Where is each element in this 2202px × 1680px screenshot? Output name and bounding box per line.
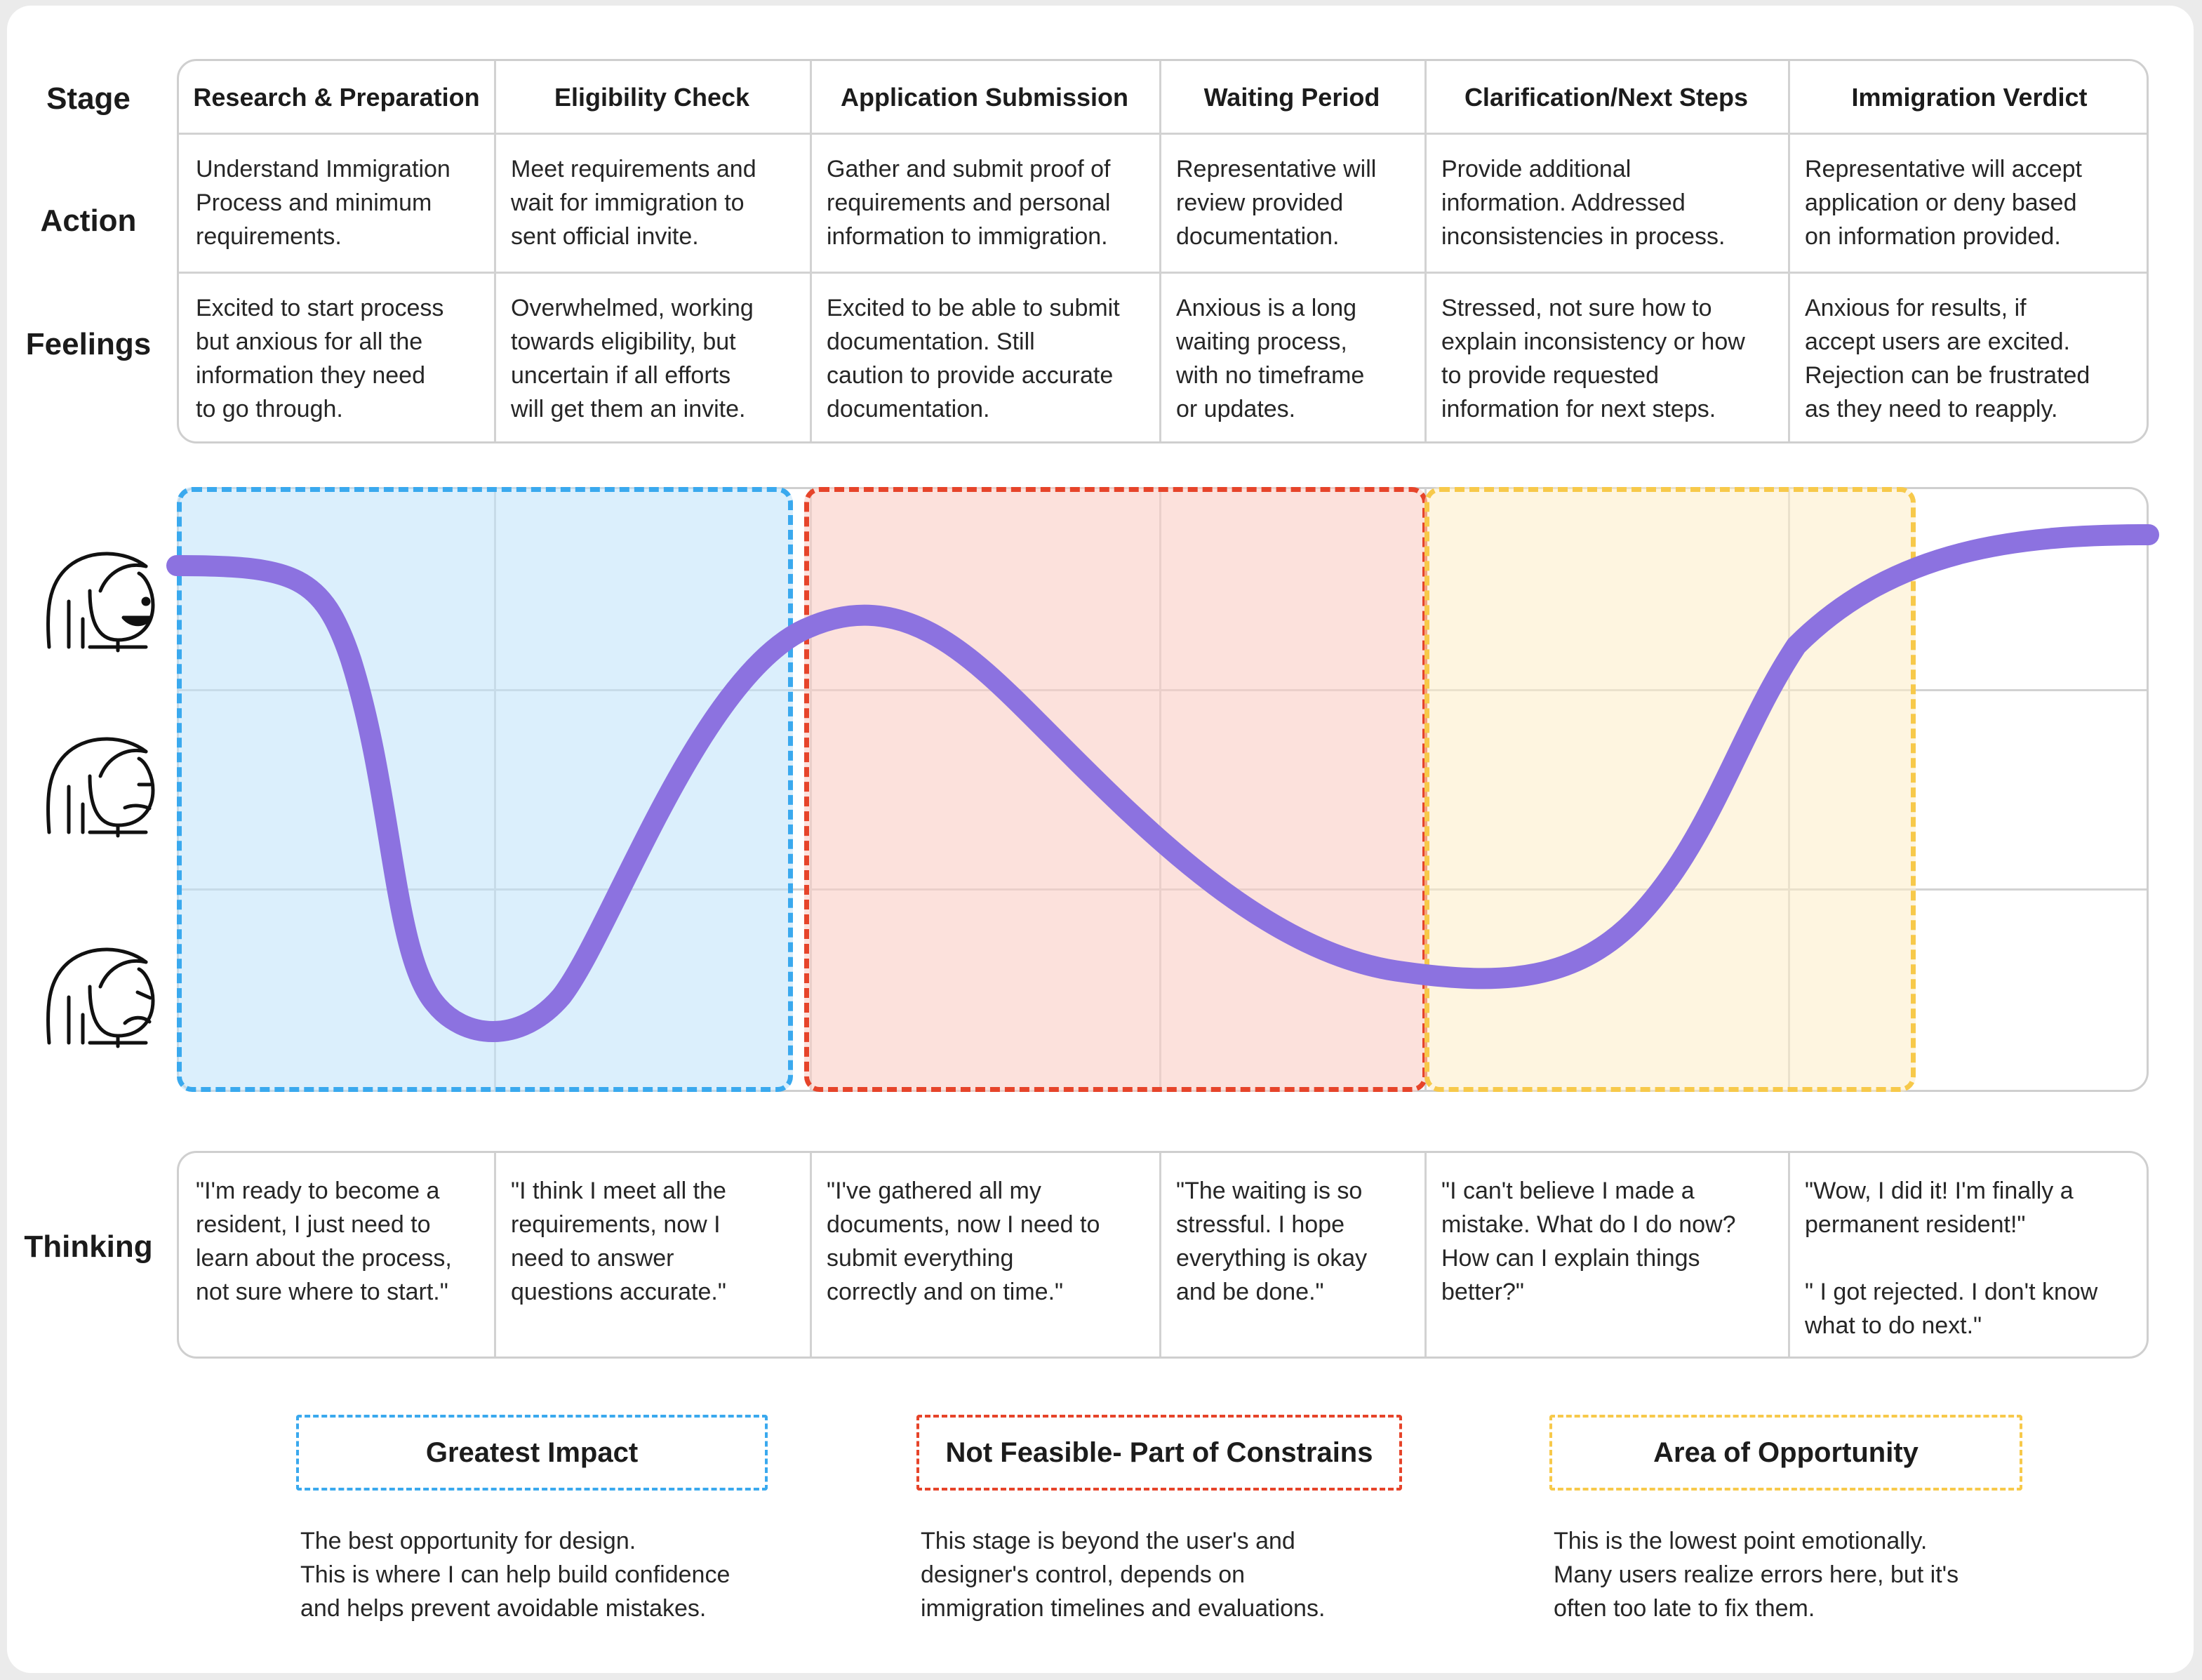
action-cell-waiting: Representative will review provided docu… [1176, 156, 1377, 250]
legend-not-feasible-desc: This stage is beyond the user's and desi… [921, 1528, 1326, 1622]
action-row-label: Action [40, 204, 137, 238]
thinking-cell-verdict: "Wow, I did it! I'm finally a permanent … [1805, 1178, 2098, 1339]
legend-greatest-impact-desc: The best opportunity for design. This is… [300, 1528, 730, 1622]
thinking-cell-clarification: "I can't believe I made a mistake. What … [1441, 1178, 1736, 1305]
feelings-cell-waiting: Anxious is a long waiting process, with … [1176, 295, 1365, 422]
legend-not-feasible: Not Feasible- Part of Constrains [916, 1415, 1402, 1491]
action-cell-application: Gather and submit proof of requirements … [827, 156, 1111, 250]
legend-greatest-impact: Greatest Impact [296, 1415, 768, 1491]
feelings-cell-eligibility: Overwhelmed, working towards eligibility… [511, 295, 754, 422]
feelings-cell-clarification: Stressed, not sure how to explain incons… [1441, 295, 1745, 422]
feelings-cell-application: Excited to be able to submit documentati… [827, 295, 1120, 422]
stage-header-clarification: Clarification/Next Steps [1464, 83, 1749, 112]
action-cell-eligibility: Meet requirements and wait for immigrati… [511, 156, 756, 250]
greatest-impact-zone [177, 487, 793, 1092]
action-cell-verdict: Representative will accept application o… [1805, 156, 2082, 250]
stage-header-application: Application Submission [840, 83, 1129, 112]
feelings-cell-research: Excited to start process but anxious for… [196, 295, 444, 422]
action-cell-clarification: Provide additional information. Addresse… [1441, 156, 1726, 250]
stage-table: Research & Preparation Eligibility Check… [177, 59, 2149, 444]
thinking-cell-application: "I've gathered all my documents, now I n… [827, 1178, 1100, 1305]
thinking-cell-waiting: "The waiting is so stressful. I hope eve… [1176, 1178, 1368, 1305]
thinking-row-label: Thinking [24, 1229, 153, 1264]
legend-area-of-opportunity: Area of Opportunity [1549, 1415, 2022, 1491]
stage-header-verdict: Immigration Verdict [1851, 83, 2088, 112]
happy-face-icon [46, 552, 155, 653]
thinking-cell-eligibility: "I think I meet all the requirements, no… [511, 1178, 726, 1305]
legend-area-of-opportunity-desc: This is the lowest point emotionally. Ma… [1554, 1528, 1959, 1622]
thinking-cell-research: "I'm ready to become a resident, I just … [196, 1178, 452, 1305]
feelings-cell-verdict: Anxious for results, if accept users are… [1805, 295, 2090, 422]
stage-row-label: Stage [46, 81, 131, 116]
feelings-row-label: Feelings [25, 327, 152, 361]
thinking-table: "I'm ready to become a resident, I just … [177, 1151, 2149, 1359]
area-of-opportunity-zone [1424, 487, 1916, 1092]
emotion-curve-line [166, 524, 2159, 1042]
action-cell-research: Understand Immigration Process and minim… [196, 156, 451, 250]
neutral-face-icon [46, 737, 155, 838]
stage-header-waiting: Waiting Period [1203, 83, 1380, 112]
stage-header-eligibility: Eligibility Check [554, 83, 750, 112]
sad-face-icon [46, 947, 155, 1048]
stage-header-research: Research & Preparation [193, 83, 480, 112]
